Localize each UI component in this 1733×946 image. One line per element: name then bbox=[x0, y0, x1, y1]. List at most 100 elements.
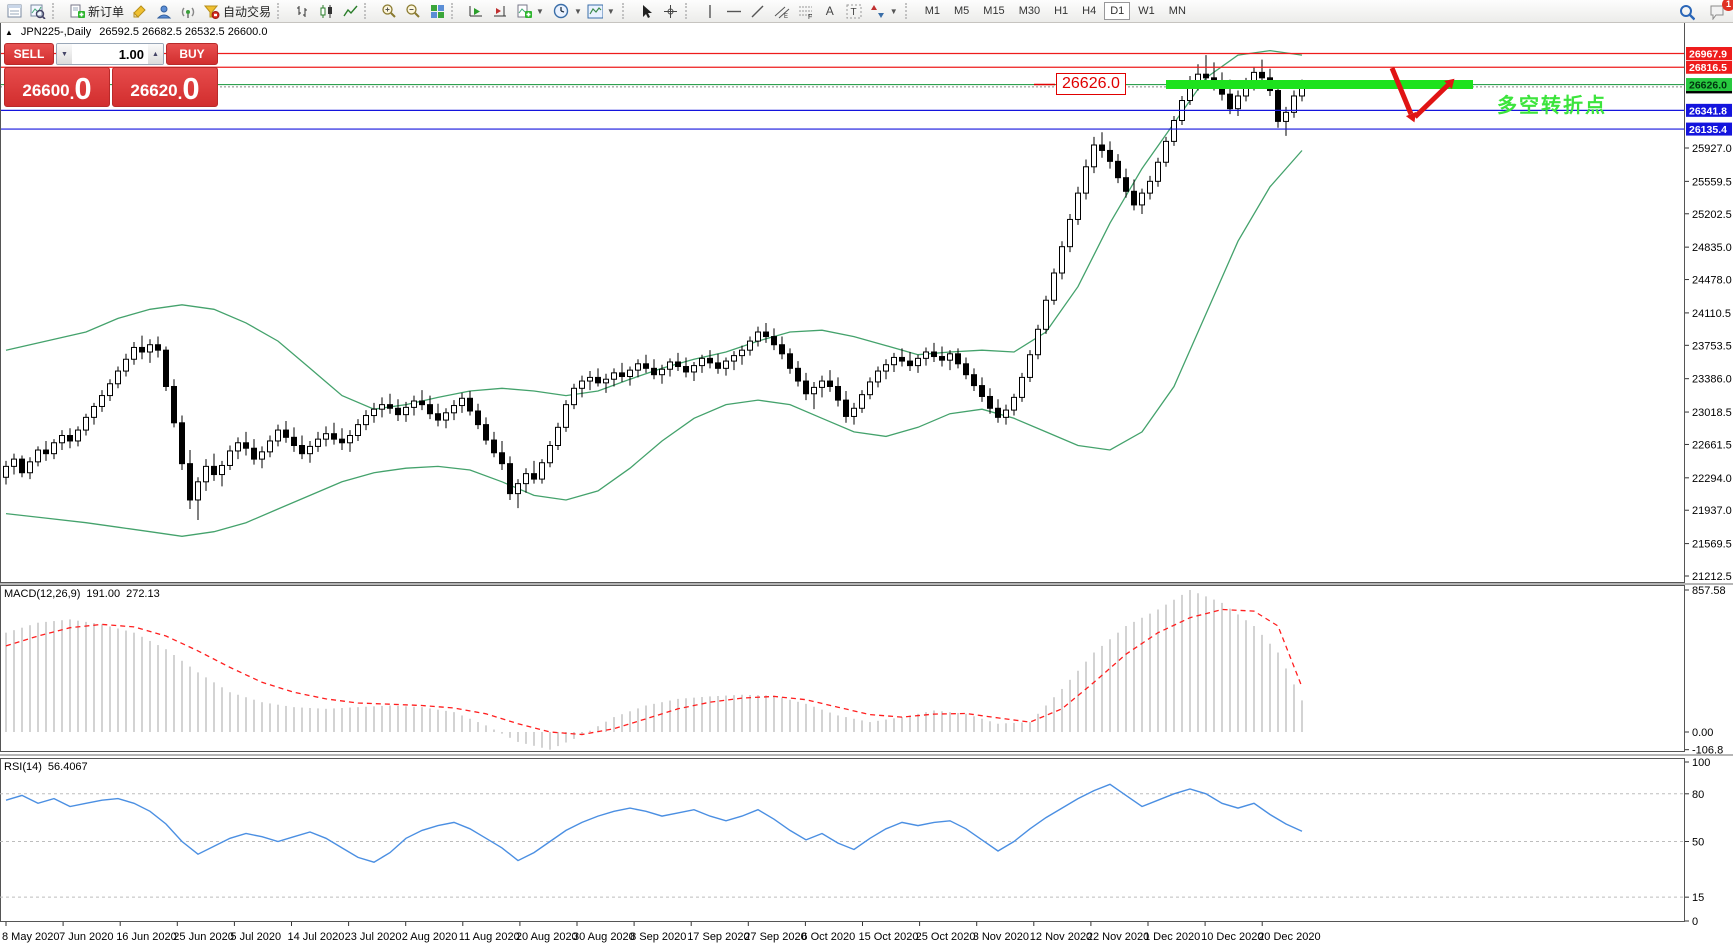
dropdown-caret-icon: ▼ bbox=[889, 6, 898, 16]
profiles-icon[interactable]: ▼ bbox=[583, 0, 620, 22]
ohlc-readout: 26592.5 26682.5 26532.5 26600.0 bbox=[99, 26, 268, 38]
label-icon[interactable]: T bbox=[842, 0, 866, 22]
channel-icon[interactable]: E bbox=[770, 0, 794, 22]
candle-body bbox=[283, 429, 289, 438]
chart-window[interactable]: ▲ JPN225-,Daily 26592.5 26682.5 26532.5 … bbox=[0, 22, 1733, 946]
cursor-icon[interactable] bbox=[635, 0, 659, 22]
crosshair-icon[interactable] bbox=[659, 0, 683, 22]
sell-button[interactable]: SELL bbox=[4, 43, 54, 65]
candle-body bbox=[307, 445, 313, 455]
tab-timeframe-M5[interactable]: M5 bbox=[954, 5, 970, 17]
zoom-in-icon[interactable] bbox=[377, 0, 401, 22]
date-axis-label: 10 Dec 2020 bbox=[1201, 931, 1263, 943]
tab-timeframe-H1[interactable]: H1 bbox=[1054, 5, 1069, 17]
candle-body bbox=[723, 360, 729, 369]
volume-input[interactable] bbox=[72, 44, 148, 64]
price-axis-tick: 21569.5 bbox=[1692, 539, 1732, 551]
sell-price[interactable]: 26600. 0 bbox=[4, 67, 110, 107]
candle-body bbox=[491, 439, 497, 454]
candle-body bbox=[1059, 246, 1065, 274]
svg-text:T: T bbox=[850, 7, 856, 18]
text-icon[interactable]: A bbox=[825, 4, 834, 18]
macd-signal-line bbox=[5, 608, 1303, 736]
search-icon[interactable] bbox=[1675, 1, 1699, 23]
candle-body bbox=[427, 404, 433, 415]
candle-body bbox=[163, 349, 169, 387]
tab-timeframe-W1[interactable]: W1 bbox=[1138, 5, 1155, 17]
candle-body bbox=[1043, 299, 1049, 330]
arrows-icon[interactable]: ▼ bbox=[866, 0, 903, 22]
fibonacci-icon[interactable]: F bbox=[794, 0, 818, 22]
candle-body bbox=[827, 380, 833, 387]
date-axis-label: 8 Sep 2020 bbox=[630, 931, 686, 943]
candle-body bbox=[731, 355, 737, 362]
tab-timeframe-M1[interactable]: M1 bbox=[924, 5, 940, 17]
rsi-axis-tick: 50 bbox=[1692, 837, 1704, 849]
date-axis-label: 20 Dec 2020 bbox=[1258, 931, 1320, 943]
notifications-icon[interactable]: 1 bbox=[1705, 0, 1733, 23]
candle-body bbox=[619, 372, 625, 378]
bar-chart-icon[interactable] bbox=[290, 0, 314, 22]
chart-title: ▲ JPN225-,Daily 26592.5 26682.5 26532.5 … bbox=[5, 26, 267, 38]
metaeditor-icon[interactable] bbox=[128, 0, 152, 22]
date-axis-label: 8 May 2020 bbox=[2, 931, 59, 943]
tab-timeframe-MN[interactable]: MN bbox=[1168, 5, 1186, 17]
new-chart-icon[interactable]: ▼ bbox=[512, 0, 549, 22]
candle-body bbox=[1227, 93, 1233, 110]
zoom-out-icon[interactable] bbox=[401, 0, 425, 22]
clock-icon[interactable] bbox=[549, 0, 573, 22]
candle-body bbox=[907, 360, 913, 367]
price-level-tag-text: 26626.0 bbox=[1689, 80, 1727, 92]
date-axis-label: 11 Aug 2020 bbox=[459, 931, 520, 943]
horizontal-line-icon[interactable] bbox=[722, 0, 746, 22]
charts-icon[interactable] bbox=[2, 0, 26, 22]
new-order-button[interactable]: 新订单 bbox=[65, 0, 128, 22]
candle-body bbox=[1235, 95, 1241, 110]
svg-text:E: E bbox=[784, 14, 788, 19]
tab-timeframe-D1[interactable]: D1 bbox=[1104, 2, 1131, 20]
candle-body bbox=[987, 395, 993, 409]
volume-decrease-button[interactable]: ▼ bbox=[57, 44, 72, 64]
tab-timeframe-M30[interactable]: M30 bbox=[1018, 5, 1041, 17]
new-order-icon bbox=[69, 3, 85, 19]
candle-body bbox=[899, 356, 905, 362]
price-level-tag bbox=[1686, 122, 1732, 136]
candle-body bbox=[1083, 166, 1089, 194]
candle-body bbox=[243, 442, 249, 449]
trendline-icon[interactable] bbox=[746, 0, 770, 22]
candle-body bbox=[459, 397, 465, 407]
candle-body bbox=[603, 378, 609, 384]
candle-body bbox=[947, 353, 953, 361]
candle-body bbox=[443, 412, 449, 421]
date-axis-label: 25 Jun 2020 bbox=[173, 931, 234, 943]
candlestick-icon[interactable] bbox=[314, 0, 338, 22]
chart-shift-icon[interactable] bbox=[488, 0, 512, 22]
toolbar-grip bbox=[451, 3, 460, 19]
candle-body bbox=[275, 429, 281, 442]
price-level-tag bbox=[1686, 78, 1732, 92]
candle-body bbox=[963, 363, 969, 376]
date-axis-label: 15 Oct 2020 bbox=[859, 931, 919, 943]
candle-body bbox=[331, 433, 337, 440]
tab-timeframe-M15[interactable]: M15 bbox=[983, 5, 1005, 17]
signals-icon[interactable] bbox=[176, 0, 200, 22]
tile-windows-icon[interactable] bbox=[425, 0, 449, 22]
vertical-line-icon[interactable] bbox=[698, 0, 722, 22]
candle-body bbox=[219, 464, 225, 476]
buy-price[interactable]: 26620. 0 bbox=[112, 67, 218, 107]
auto-scroll-icon[interactable] bbox=[464, 0, 488, 22]
toolbar-grip bbox=[904, 3, 914, 19]
price-axis-tick: 24478.0 bbox=[1692, 275, 1732, 287]
market-watch-icon[interactable] bbox=[26, 0, 50, 22]
volume-increase-button[interactable]: ▲ bbox=[148, 44, 163, 64]
tab-timeframe-H4[interactable]: H4 bbox=[1082, 5, 1097, 17]
community-icon[interactable] bbox=[152, 0, 176, 22]
buy-button[interactable]: BUY bbox=[166, 43, 218, 65]
price-level-tag bbox=[1686, 60, 1732, 74]
line-chart-icon[interactable] bbox=[338, 0, 362, 22]
dropdown-caret-icon[interactable]: ▼ bbox=[573, 6, 582, 16]
auto-trading-button[interactable]: 自动交易 bbox=[200, 0, 275, 22]
rsi-axis-tick: 0 bbox=[1692, 916, 1698, 928]
price-level-tag-text: 26816.5 bbox=[1689, 62, 1727, 74]
